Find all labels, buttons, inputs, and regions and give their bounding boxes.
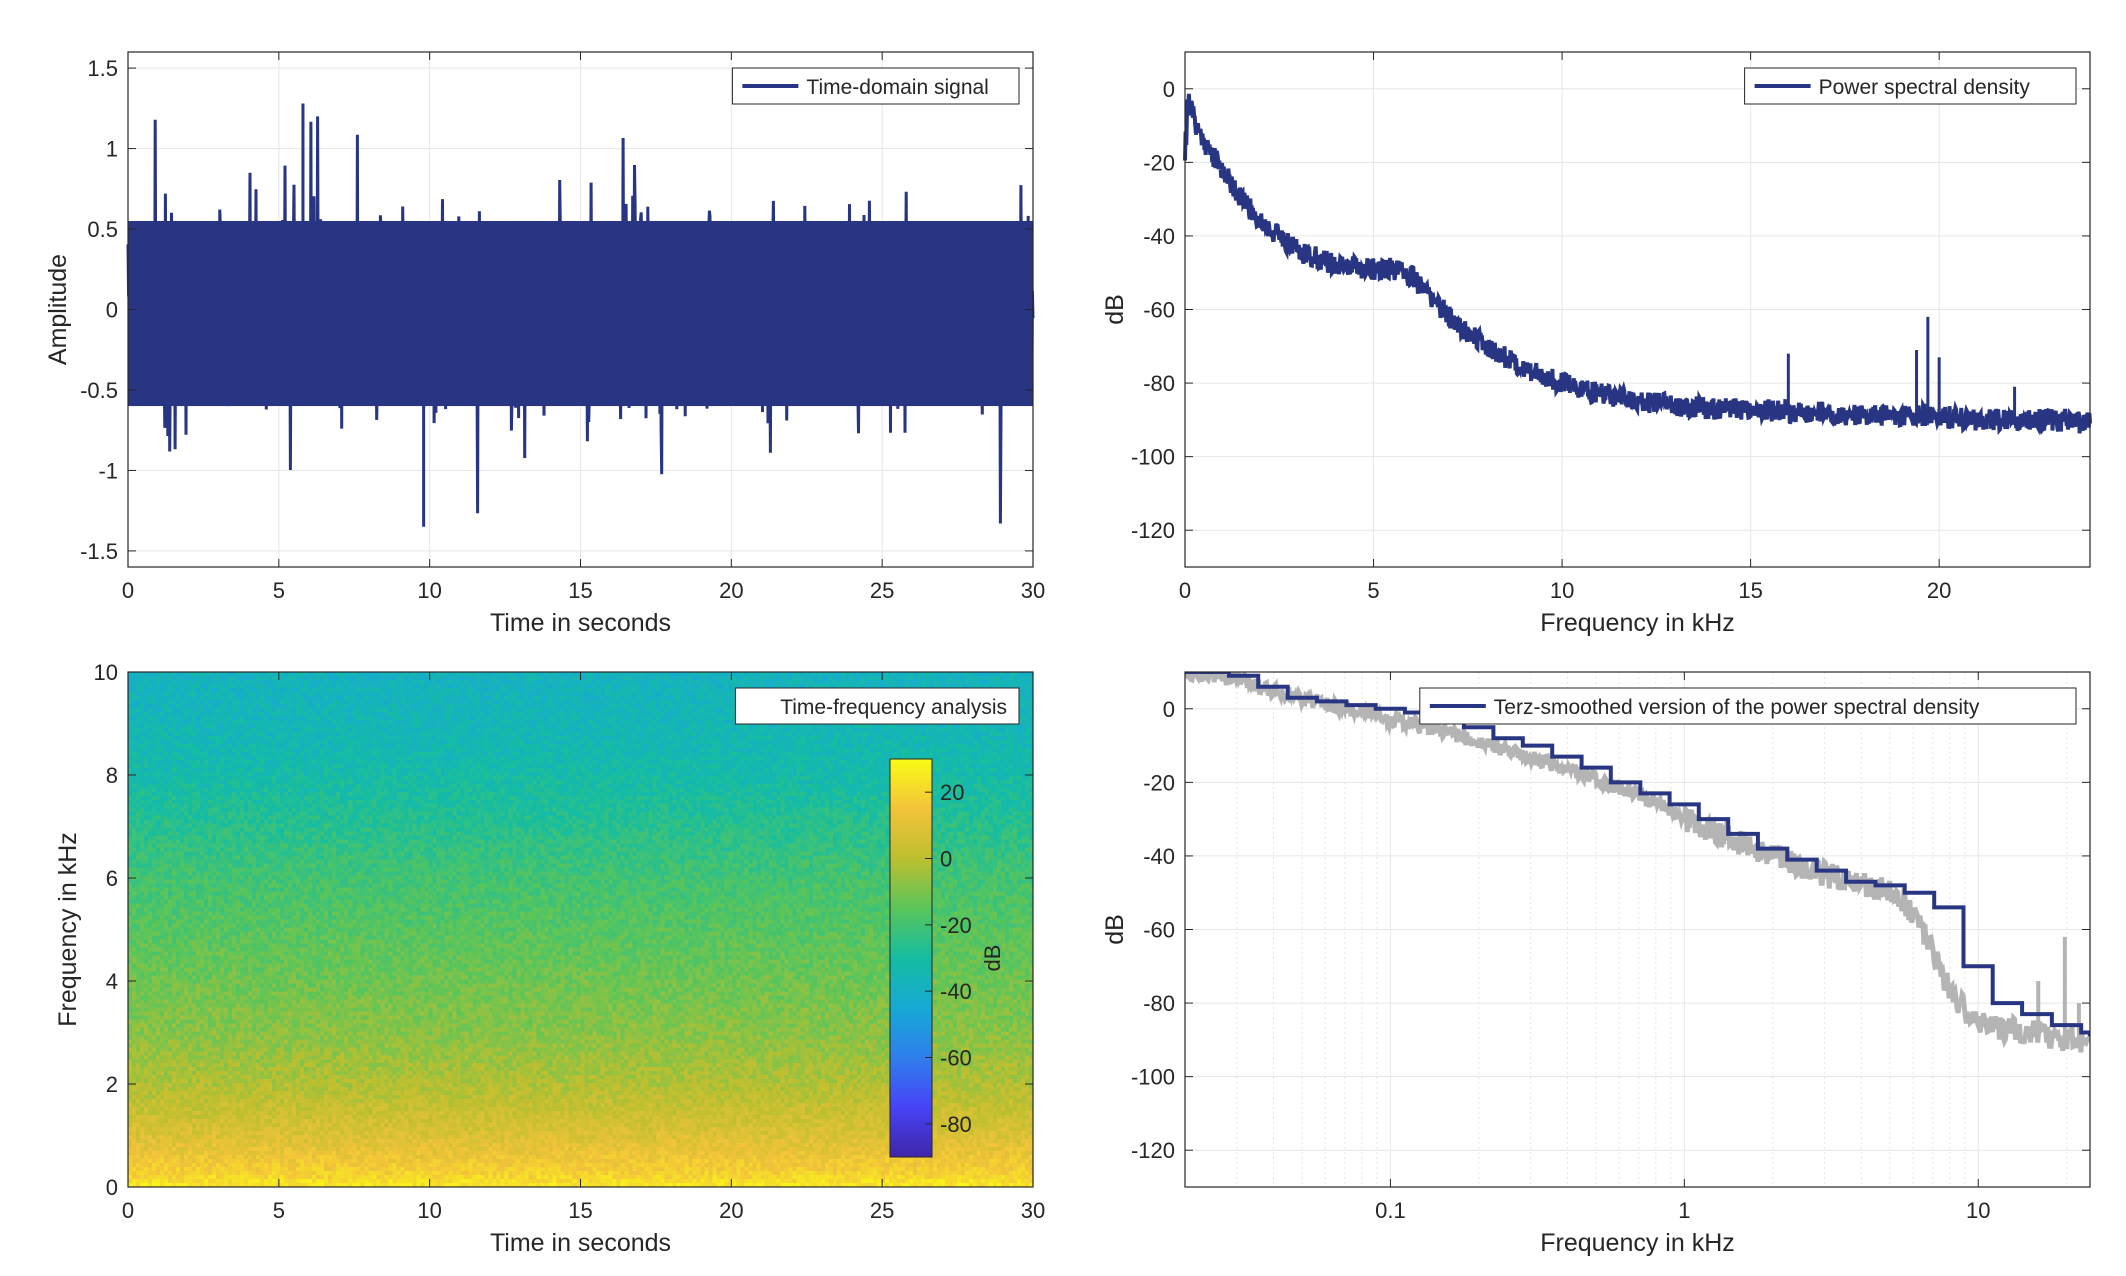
legend-box	[734, 687, 1020, 725]
y-tick-label: 10	[94, 660, 118, 685]
y-tick-label: -60	[1143, 918, 1175, 943]
y-tick-label: 4	[106, 969, 118, 994]
ticks	[1185, 672, 2090, 1187]
y-tick-label: -80	[1143, 371, 1175, 396]
y-tick-label: 1.5	[87, 56, 118, 81]
legend: Time-domain signal	[731, 67, 1020, 105]
x-axis-label: Time in seconds	[490, 1229, 671, 1257]
x-tick-label: 0	[1179, 578, 1191, 603]
x-tick-label: 15	[568, 1198, 592, 1223]
y-tick-label: -20	[1143, 150, 1175, 175]
x-tick-label: 0	[122, 1198, 134, 1223]
y-tick-label: -1	[98, 458, 118, 483]
y-tick-label: 2	[106, 1072, 118, 1097]
grid	[1185, 672, 2090, 1187]
colorbar-tick-label: 20	[940, 780, 964, 805]
y-tick-label: -80	[1143, 991, 1175, 1016]
plot-content	[1183, 93, 2092, 436]
y-tick-label: -40	[1143, 224, 1175, 249]
y-tick-label: -20	[1143, 770, 1175, 795]
legend-label: Power spectral density	[1819, 76, 2031, 99]
legend-box	[1419, 687, 2077, 725]
x-axis-label: Time in seconds	[490, 609, 671, 637]
y-tick-label: 1	[106, 137, 118, 162]
spectrogram-cells	[128, 672, 1034, 1188]
y-axis-label: Frequency in kHz	[54, 832, 82, 1027]
colorbar-gradient	[889, 758, 933, 1158]
y-tick-label: -1.5	[80, 539, 118, 564]
x-axis-label: Frequency in kHz	[1540, 1229, 1735, 1257]
colorbar-tick-label: 0	[940, 847, 952, 872]
colorbar-tick-label: -80	[940, 1112, 972, 1137]
y-tick-label: -40	[1143, 844, 1175, 869]
y-tick-label: 0.5	[87, 217, 118, 242]
x-tick-label: 20	[719, 578, 743, 603]
y-tick-label: -100	[1131, 1065, 1175, 1090]
x-tick-label: 25	[870, 1198, 894, 1223]
ticks	[1184, 52, 2090, 567]
y-tick-label: 0	[106, 298, 118, 323]
x-tick-label: 25	[870, 578, 894, 603]
colorbar-tick-label: -60	[940, 1046, 972, 1071]
x-tick-label: 30	[1021, 1198, 1045, 1223]
chart-4: 0.1 1 10 0 -20 -40 -60 -80 -100 -120 Frequency in …	[1101, 671, 2091, 1257]
x-tick-label: 10	[1550, 578, 1574, 603]
x-tick-label: 1	[1678, 1198, 1690, 1223]
y-axis-label: dB	[1101, 294, 1129, 325]
x-tick-label: 10	[417, 1198, 441, 1223]
x-tick-label: 5	[1367, 578, 1379, 603]
x-tick-label: 0	[122, 578, 134, 603]
plot-content	[126, 103, 1035, 527]
x-tick-label: 5	[273, 578, 285, 603]
y-tick-label: 0	[1163, 697, 1175, 722]
x-tick-label: 30	[1021, 578, 1045, 603]
colorbar: 20 0 -20 -40 -60 -80 dB	[889, 758, 1005, 1158]
y-tick-label: -100	[1131, 445, 1175, 470]
legend: Time-frequency analysis	[734, 687, 1020, 725]
chart-1: 0 5 10 15 20 25 30 -1.5 -1 -0.5 0 0.5 1 1.5 Time in se…	[44, 51, 1045, 637]
x-tick-label: 15	[568, 578, 592, 603]
ticks	[127, 52, 1034, 567]
y-tick-label: 6	[106, 866, 118, 891]
x-tick-label: 10	[417, 578, 441, 603]
y-tick-label: 0	[1163, 77, 1175, 102]
y-tick-label: -120	[1131, 1138, 1175, 1163]
y-tick-label: 8	[106, 763, 118, 788]
ticks	[127, 671, 1034, 1188]
legend-label: Terz-smoothed version of the power spect…	[1494, 696, 1980, 719]
legend: Terz-smoothed version of the power spect…	[1419, 687, 2077, 725]
colorbar-tick-label: -20	[940, 913, 972, 938]
x-axis-label: Frequency in kHz	[1540, 609, 1735, 637]
plot-content	[128, 672, 1034, 1188]
y-axis-label: dB	[1101, 914, 1129, 945]
series-terz-smoothed-psd	[1185, 672, 2090, 1037]
chart-3: 0 5 10 15 20 25 30 0 2 4 6 8 10 Time in seconds Freque…	[54, 660, 1045, 1257]
legend: Power spectral density	[1744, 67, 2077, 105]
legend-label: Time-domain signal	[806, 76, 988, 99]
colorbar-tick-label: -40	[940, 979, 972, 1004]
x-tick-label: 20	[1927, 578, 1951, 603]
colorbar-label: dB	[980, 945, 1005, 972]
signal-dense-band	[128, 220, 1033, 407]
x-tick-label: 5	[273, 1198, 285, 1223]
x-tick-label: 15	[1738, 578, 1762, 603]
plot-content	[1185, 672, 2090, 1053]
y-tick-label: -120	[1131, 518, 1175, 543]
y-tick-label: 0	[106, 1175, 118, 1200]
legend-label: Time-frequency analysis	[780, 696, 1007, 719]
chart-2: 0 5 10 15 20 0 -20 -40 -60 -80 -100 -120 Frequency i…	[1101, 51, 2092, 637]
y-tick-label: -0.5	[80, 378, 118, 403]
x-tick-label: 10	[1966, 1198, 1990, 1223]
x-tick-label: 0.1	[1375, 1198, 1406, 1223]
y-axis-label: Amplitude	[44, 254, 72, 365]
x-tick-label: 20	[719, 1198, 743, 1223]
y-tick-label: -60	[1143, 298, 1175, 323]
clipped-series	[1185, 672, 2090, 1053]
